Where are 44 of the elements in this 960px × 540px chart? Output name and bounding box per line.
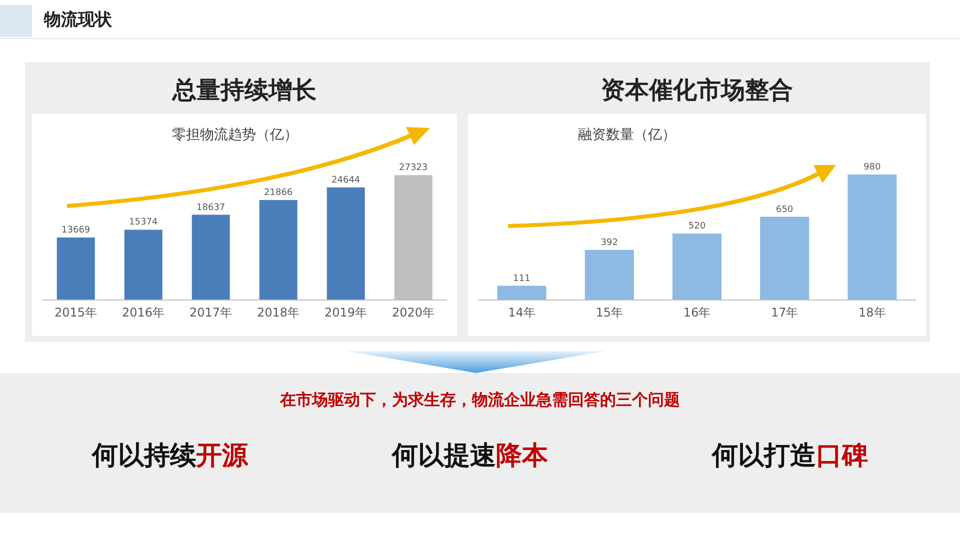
x-tick-label: 2018年 [256, 306, 300, 320]
x-tick-label: 17年 [770, 306, 798, 320]
data-label: 18637 [196, 202, 226, 213]
bar [584, 250, 634, 300]
chart-title: 总量持续增长 [170, 75, 318, 106]
x-tick-label: 15年 [596, 306, 624, 320]
bar [192, 214, 230, 300]
text: 何以提速 [392, 441, 496, 471]
text: 物流现状 [44, 9, 112, 31]
data-label: 980 [864, 162, 882, 173]
data-label: 13669 [62, 226, 90, 236]
data-label: 15374 [129, 218, 158, 228]
bar [848, 174, 897, 300]
bar [326, 187, 365, 300]
chart-title: 资本催化市场整合 [600, 75, 794, 106]
x-tick-label: 14年 [508, 306, 536, 320]
data-label: 24644 [332, 175, 360, 186]
data-label: 392 [600, 238, 618, 248]
bar [672, 233, 722, 300]
chart-subtitle: 零担物流趋势（亿） [172, 126, 298, 144]
data-label: 520 [688, 221, 706, 232]
x-tick-label: 2016年 [122, 306, 165, 320]
bar [760, 216, 810, 300]
x-tick-label: 2017年 [189, 306, 232, 320]
x-tick-label: 18年 [858, 306, 886, 320]
chart-subtitle: 融资数量（亿） [578, 126, 676, 144]
data-label: 27323 [399, 163, 428, 174]
x-tick-label: 2019年 [324, 306, 368, 320]
bar [497, 286, 546, 300]
x-tick-label: 2015年 [54, 306, 98, 320]
data-label: 21866 [264, 188, 293, 198]
x-tick-label: 16年 [683, 306, 711, 320]
bar [124, 230, 162, 300]
bar [56, 238, 95, 300]
data-label: 111 [513, 274, 530, 284]
x-tick-label: 2020年 [392, 306, 435, 320]
text: 降本 [496, 441, 548, 471]
data-label: 650 [776, 204, 794, 215]
text: 在市场驱动下，为求生存，物流企业急需回答的三个问题 [278, 390, 681, 411]
text: 口碑 [816, 441, 868, 471]
bar [259, 200, 298, 300]
text: 何以打造 [712, 441, 816, 471]
text: 何以持续 [92, 441, 196, 471]
text: 开源 [196, 441, 248, 471]
